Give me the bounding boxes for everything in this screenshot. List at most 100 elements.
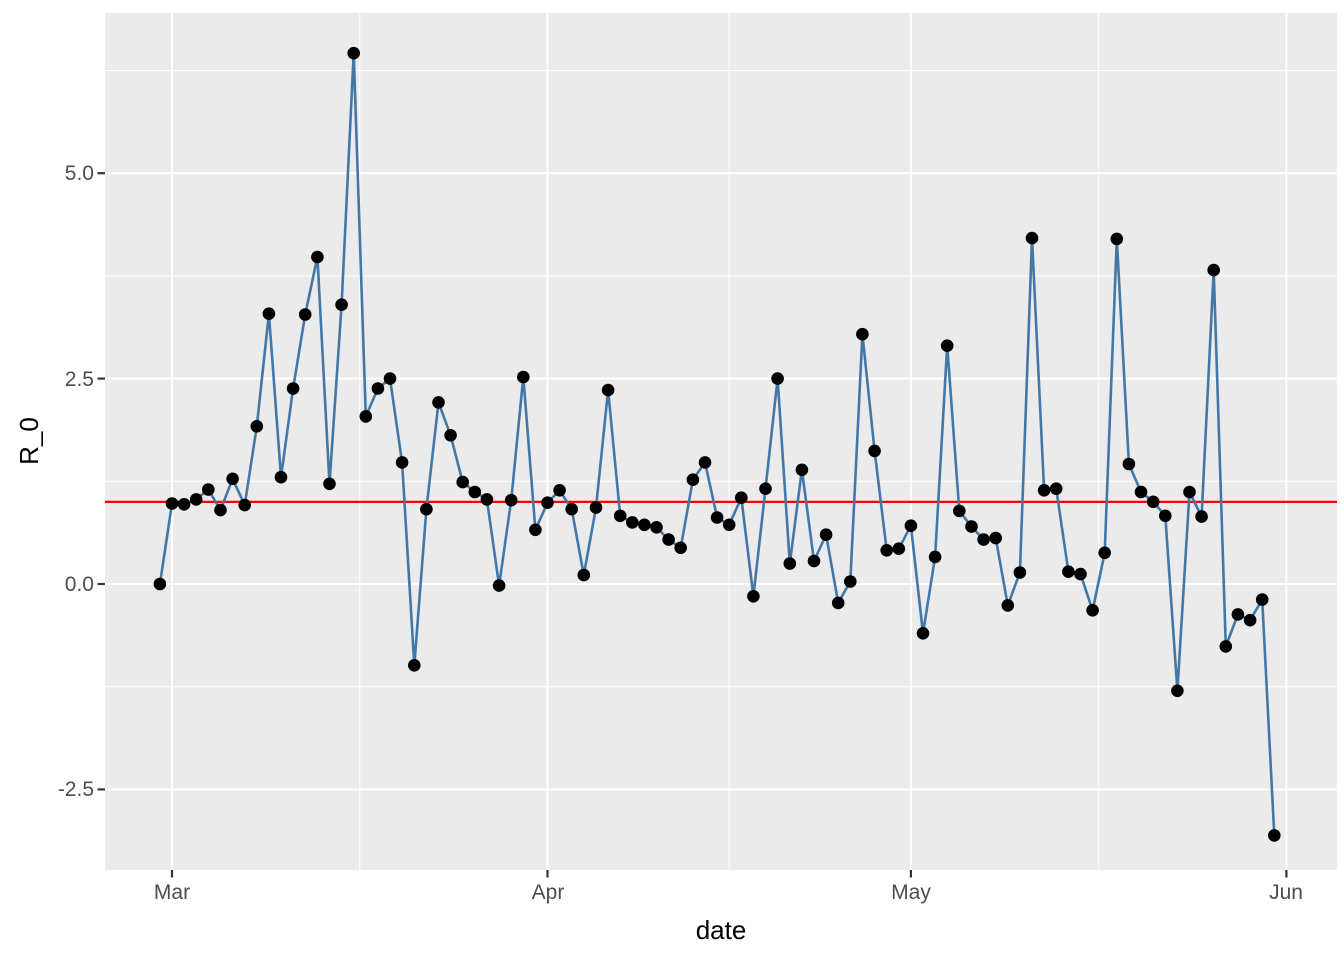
data-point <box>468 485 482 499</box>
data-point <box>480 493 494 506</box>
data-point <box>1183 485 1196 499</box>
data-point <box>408 659 421 672</box>
data-point <box>783 557 797 570</box>
data-point <box>1049 482 1063 496</box>
data-point <box>771 372 784 385</box>
data-point <box>831 596 845 610</box>
data-point <box>347 46 361 60</box>
data-point <box>686 473 700 487</box>
data-point <box>577 568 591 582</box>
data-point <box>504 493 518 507</box>
data-point <box>153 577 167 591</box>
data-point <box>517 370 530 384</box>
data-point <box>335 298 348 312</box>
data-point <box>638 518 651 532</box>
data-point <box>298 308 312 321</box>
y-axis-title: R_0 <box>14 417 44 465</box>
data-point <box>722 518 736 532</box>
data-point <box>916 627 930 640</box>
data-point <box>1001 599 1015 612</box>
y-tick-label: 5.0 <box>65 162 94 185</box>
data-point <box>807 554 821 568</box>
y-axis-tick-labels: 5.0 2.5 0.0 -2.5 <box>58 162 94 801</box>
data-point <box>892 542 906 555</box>
x-tick-label: Apr <box>532 881 565 904</box>
data-point <box>529 523 542 537</box>
data-point <box>1110 232 1124 246</box>
data-point <box>1062 565 1075 578</box>
data-point <box>165 497 179 510</box>
data-point <box>274 470 288 484</box>
data-point <box>819 528 833 541</box>
data-point <box>1268 829 1281 842</box>
data-point <box>226 472 239 486</box>
data-point <box>395 456 409 469</box>
data-point <box>1195 510 1208 523</box>
data-point <box>953 504 966 518</box>
data-point <box>928 550 942 564</box>
data-point <box>565 502 578 516</box>
data-point <box>1025 231 1039 245</box>
data-point <box>1074 567 1087 581</box>
data-point <box>1134 485 1148 499</box>
data-point <box>795 463 809 477</box>
data-point <box>444 429 457 442</box>
major-gridlines <box>105 13 1337 870</box>
y-tick-label: 2.5 <box>65 368 94 391</box>
x-tick-label: Mar <box>154 881 190 904</box>
x-axis-title: date <box>696 915 747 945</box>
data-point <box>868 444 881 458</box>
panel-background <box>105 13 1337 870</box>
data-point <box>989 531 1002 545</box>
data-point <box>420 502 433 516</box>
data-point <box>1219 640 1233 653</box>
data-point <box>456 475 470 489</box>
x-tick-label: Jun <box>1269 881 1303 904</box>
data-point <box>371 382 385 395</box>
data-point <box>977 533 990 546</box>
data-point <box>553 484 566 497</box>
data-point <box>1171 684 1184 698</box>
data-point <box>589 501 603 514</box>
data-point <box>492 579 506 592</box>
data-point <box>880 544 893 557</box>
data-point <box>250 420 264 433</box>
data-point <box>262 307 276 321</box>
data-point <box>1122 457 1136 471</box>
data-point <box>844 575 857 588</box>
r0-series-group <box>153 46 1281 842</box>
data-point <box>541 496 554 510</box>
data-point <box>613 509 627 523</box>
data-point <box>189 493 203 506</box>
data-point <box>1146 495 1160 509</box>
data-point <box>177 498 191 511</box>
data-point <box>311 250 324 264</box>
data-point <box>383 372 397 385</box>
y-tick-label: 0.0 <box>65 573 94 596</box>
data-point <box>1037 484 1051 497</box>
data-point <box>202 483 215 496</box>
data-point <box>759 482 772 496</box>
data-point <box>674 541 687 555</box>
data-point <box>747 590 760 603</box>
data-point <box>286 382 300 395</box>
data-point <box>965 520 978 533</box>
data-point <box>662 533 675 546</box>
minor-gridlines <box>105 13 1337 870</box>
data-point <box>323 477 336 491</box>
data-point <box>698 456 712 469</box>
data-point <box>904 519 918 532</box>
y-tick-label: -2.5 <box>58 778 94 801</box>
data-point <box>650 521 663 534</box>
data-point <box>359 410 373 423</box>
data-point <box>601 383 615 397</box>
data-point <box>214 503 227 517</box>
x-axis-tick-labels: Mar Apr May Jun <box>154 881 1303 904</box>
x-tick-label: May <box>891 881 931 904</box>
data-point <box>1243 613 1257 627</box>
data-point <box>1207 263 1220 277</box>
data-point <box>1255 593 1269 606</box>
data-point <box>432 396 445 409</box>
